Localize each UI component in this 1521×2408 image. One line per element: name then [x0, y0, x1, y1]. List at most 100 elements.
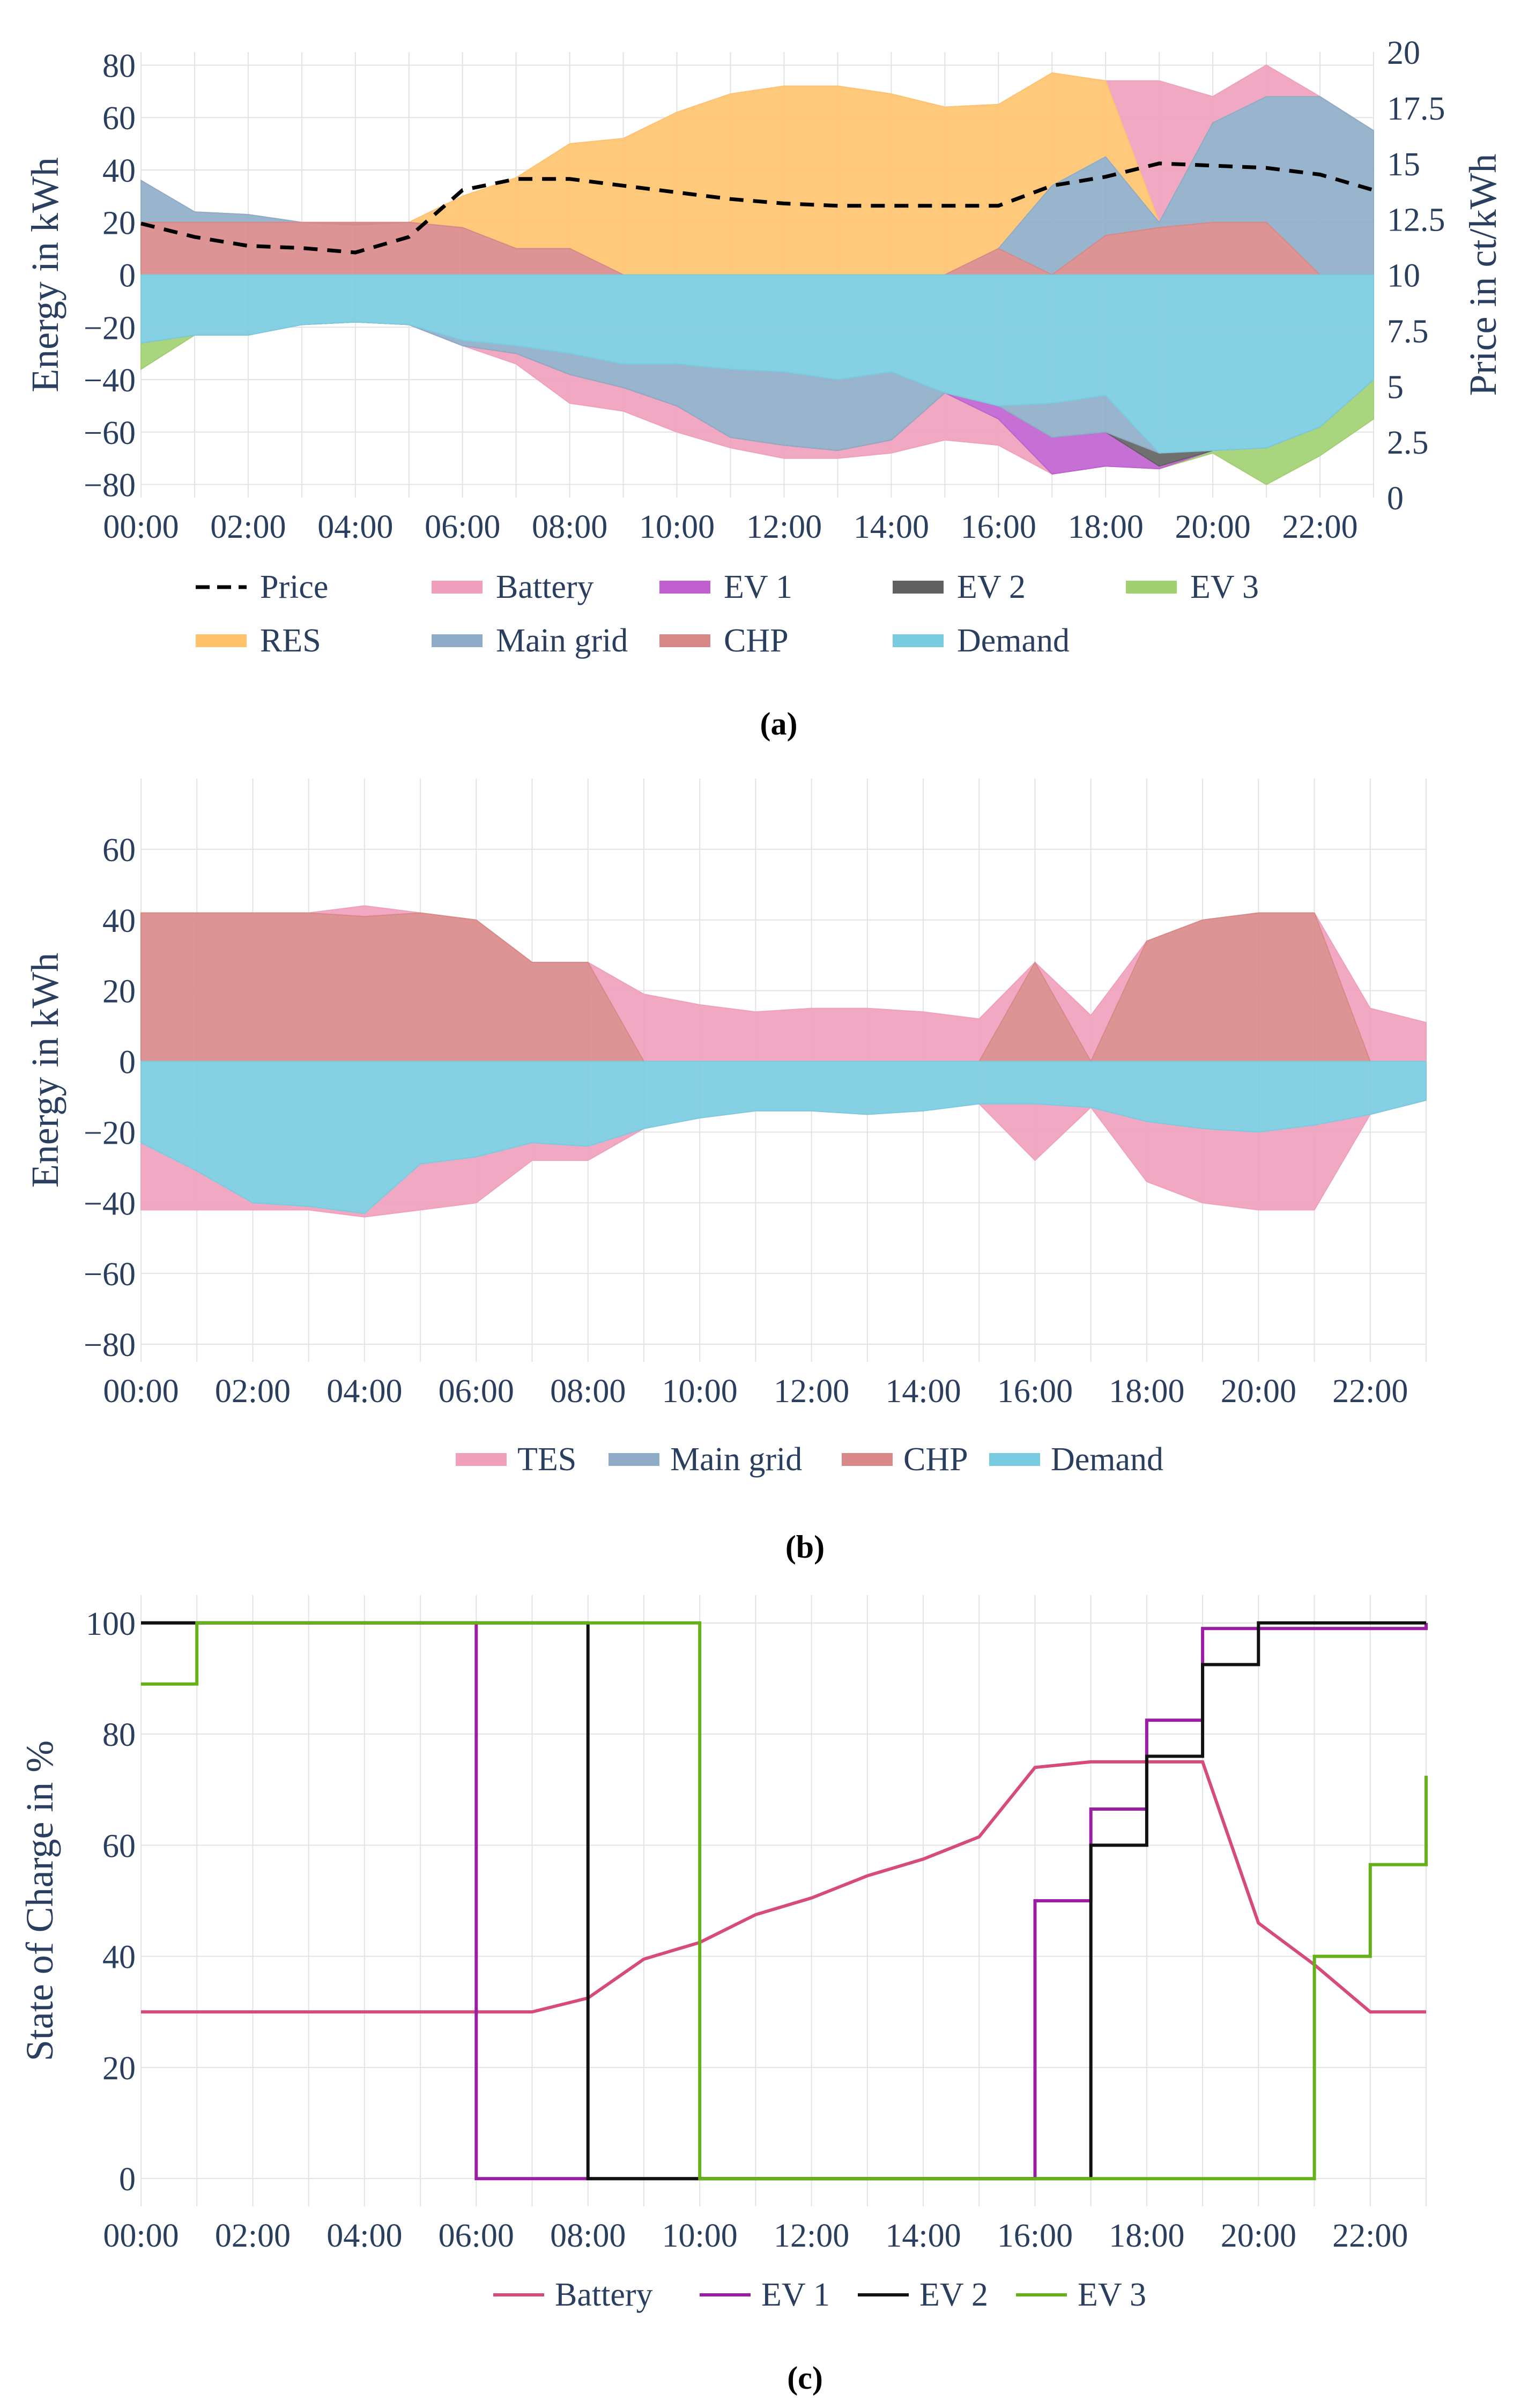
chart-c: 100 80 60 40 20 0 00:00 02:00 04:00 06:00 08:00 10:…: [18, 1595, 1428, 2396]
y2-tick-label: 5: [1387, 369, 1404, 405]
y2-tick-label: 2.5: [1387, 425, 1429, 461]
y2-tick-label: 7.5: [1387, 313, 1429, 350]
soc-line-ev1: [141, 1621, 1428, 2181]
legend-label: Main grid: [670, 1441, 802, 1478]
legend-label: RES: [260, 623, 321, 659]
x-tick-label: 14:00: [885, 2218, 961, 2254]
x-tick-label: 18:00: [1109, 2218, 1184, 2254]
y-tick-label: −40: [84, 362, 136, 399]
chart-a: 80 60 40 20 0 −20 −40 −60 −80 00:00 02:00 04:00 06:0…: [24, 35, 1504, 742]
figure-caption: (c): [787, 2360, 823, 2396]
y2-tick-label: 17.5: [1387, 91, 1445, 127]
legend-swatch: [893, 634, 944, 647]
y2-tick-label: 12.5: [1387, 202, 1445, 239]
y-tick-label: 80: [102, 1717, 136, 1753]
x-tick-label: 00:00: [103, 1373, 179, 1410]
figure-caption: (b): [785, 1529, 825, 1565]
y-tick-label: 0: [119, 1044, 136, 1081]
x-tick-label: 20:00: [1221, 2218, 1296, 2254]
x-tick-label: 04:00: [327, 2218, 402, 2254]
legend-swatch: [196, 634, 247, 647]
legend-label: EV 1: [724, 569, 792, 605]
y-tick-label: −80: [84, 468, 136, 504]
x-tick-label: 06:00: [439, 1373, 514, 1410]
y-tick-label: 40: [102, 1939, 136, 1976]
y-tick-label: 20: [102, 2050, 136, 2087]
legend-label: Battery: [555, 2277, 653, 2313]
legend-label: Demand: [1051, 1441, 1163, 1478]
y-tick-label: 80: [102, 48, 136, 84]
x-tick-label: 06:00: [439, 2218, 514, 2254]
x-tick-label: 06:00: [425, 509, 500, 545]
legend-swatch: [609, 1453, 659, 1466]
legend-label: EV 2: [957, 569, 1026, 605]
x-tick-label: 14:00: [885, 1373, 961, 1410]
legend-label: Battery: [496, 569, 594, 605]
x-tick-label: 08:00: [550, 2218, 626, 2254]
x-tick-label: 18:00: [1068, 509, 1144, 545]
y-tick-label: 60: [102, 832, 136, 869]
legend-label: CHP: [724, 623, 789, 659]
x-tick-label: 16:00: [961, 509, 1036, 545]
x-tick-label: 20:00: [1175, 509, 1251, 545]
y-tick-label: −20: [84, 310, 136, 346]
soc-line-ev3: [141, 1621, 1428, 2181]
x-tick-label: 14:00: [854, 509, 929, 545]
legend-swatch: [432, 581, 483, 594]
legend-swatch: [456, 1453, 507, 1466]
legend-swatch: [1126, 581, 1177, 594]
x-tick-label: 00:00: [103, 509, 179, 545]
y-tick-label: 40: [102, 153, 136, 189]
y-axis-label: State of Charge in %: [18, 1740, 61, 2062]
x-tick-label: 04:00: [327, 1373, 402, 1410]
legend-swatch: [842, 1453, 893, 1466]
x-tick-label: 18:00: [1109, 1373, 1184, 1410]
y-tick-label: 60: [102, 1828, 136, 1864]
y-tick-label: 100: [86, 1606, 136, 1642]
x-tick-label: 12:00: [746, 509, 822, 545]
y-tick-label: 40: [102, 903, 136, 939]
soc-line-battery: [141, 1760, 1426, 2014]
x-tick-label: 12:00: [774, 1373, 849, 1410]
chart-b: 60 40 20 0 −20 −40 −60 −80 00:00 02:00 04:00 06:00 0…: [24, 779, 1427, 1565]
demand-area: [140, 274, 1374, 454]
legend-label: Main grid: [496, 623, 628, 659]
legend-label: EV 1: [761, 2277, 830, 2313]
legend-label: TES: [517, 1441, 576, 1478]
y2-tick-label: 0: [1387, 480, 1404, 517]
legend-swatch: [659, 634, 710, 647]
x-tick-label: 10:00: [662, 1373, 738, 1410]
legend-swatch: [893, 581, 944, 594]
legend-label: EV 3: [1190, 569, 1259, 605]
y2-tick-label: 20: [1387, 35, 1420, 71]
x-tick-label: 16:00: [997, 1373, 1073, 1410]
legend-label: EV 3: [1078, 2277, 1146, 2313]
x-tick-label: 10:00: [662, 2218, 738, 2254]
legend-swatch: [432, 634, 483, 647]
x-tick-label: 12:00: [774, 2218, 849, 2254]
x-tick-label: 20:00: [1221, 1373, 1296, 1410]
y-tick-label: 60: [102, 100, 136, 137]
y-tick-label: 20: [102, 974, 136, 1010]
legend-label: EV 2: [919, 2277, 988, 2313]
x-tick-label: 08:00: [550, 1373, 626, 1410]
legend-swatch: [989, 1453, 1040, 1466]
demand-area: [140, 1061, 1427, 1214]
y-tick-label: 0: [119, 2161, 136, 2198]
x-tick-label: 16:00: [997, 2218, 1073, 2254]
x-tick-label: 22:00: [1332, 1373, 1408, 1410]
y-tick-label: −40: [84, 1186, 136, 1222]
y2-tick-label: 10: [1387, 258, 1420, 294]
x-tick-label: 02:00: [215, 2218, 291, 2254]
legend-swatch: [659, 581, 710, 594]
legend-label: CHP: [903, 1441, 968, 1478]
legend-label: Demand: [957, 623, 1070, 659]
y-tick-label: −80: [84, 1327, 136, 1364]
price-line: [140, 161, 1374, 255]
legend-label: Price: [260, 569, 328, 605]
x-tick-label: 02:00: [215, 1373, 291, 1410]
x-tick-label: 04:00: [317, 509, 393, 545]
x-tick-label: 08:00: [532, 509, 607, 545]
y-tick-label: −60: [84, 415, 136, 451]
